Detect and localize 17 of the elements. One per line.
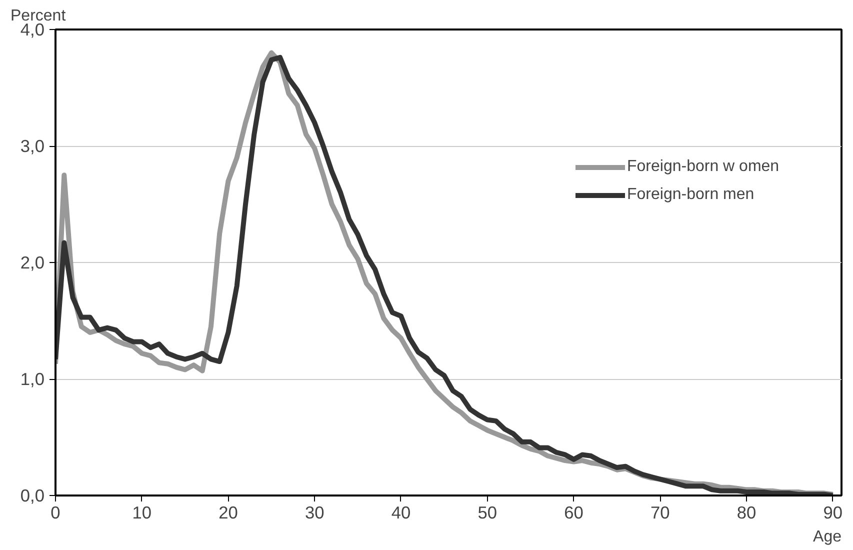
y-tick-label: 1,0 [20,369,45,389]
x-tick-label: 60 [564,502,584,522]
x-axis-title: Age [813,528,842,546]
legend-label: Foreign-born w omen [627,158,780,176]
x-tick-label: 50 [478,502,498,522]
x-tick-label: 20 [218,502,238,522]
x-tick-label: 10 [132,502,152,522]
x-tick-label: 70 [650,502,670,522]
y-tick-label: 2,0 [20,252,45,272]
x-tick-label: 80 [736,502,756,522]
legend-label: Foreign-born men [627,186,754,204]
x-tick-label: 30 [304,502,324,522]
x-tick-label: 0 [50,502,60,522]
x-tick-label: 40 [391,502,411,522]
y-tick-label: 3,0 [20,136,45,156]
y-tick-label: 0,0 [20,486,45,506]
x-tick-label: 90 [823,502,843,522]
